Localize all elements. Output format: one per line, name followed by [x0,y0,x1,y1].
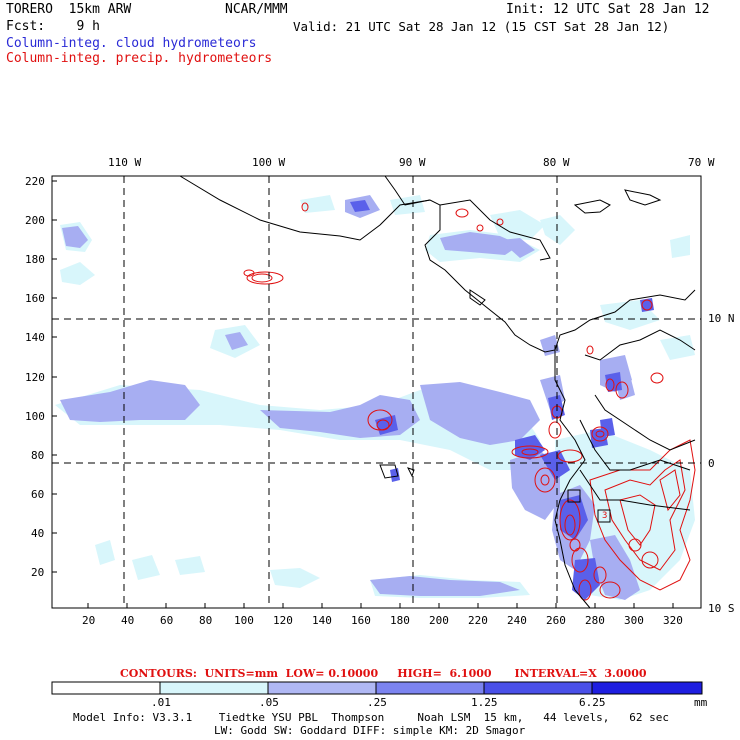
footer-model-info: Model Info: V3.3.1 Tiedtke YSU PBL Thomp… [73,711,670,724]
x-tick-120: 120 [273,614,293,627]
lon-label-90w: 90 W [399,156,426,169]
x-tick-140: 140 [312,614,332,627]
colorbar-label-2: .25 [367,696,387,709]
x-tick-180: 180 [390,614,410,627]
colorbar-label-1: .05 [259,696,279,709]
colorbar-segment-5 [591,681,703,695]
contours-info: CONTOURS: UNITS=mm LOW= 0.10000 HIGH= 6.… [120,667,647,680]
x-tick-280: 280 [585,614,605,627]
y-tick-100: 100 [25,410,45,423]
x-tick-200: 200 [429,614,449,627]
cloud-medium-regions [60,195,640,600]
colorbar [51,681,703,695]
lon-label-100w: 100 W [252,156,286,169]
legend-cloud: Column-integ. cloud hydrometeors [6,36,257,51]
x-tick-320: 320 [663,614,683,627]
y-tick-180: 180 [25,253,45,266]
lat-label-10s: 10 S [708,602,735,615]
grid-lines [52,176,701,608]
coastlines [179,175,696,609]
init-time: Init: 12 UTC Sat 28 Jan 12 [506,2,710,17]
map-frame [51,175,702,609]
footer-physics-info: LW: Godd SW: Goddard DIFF: simple KM: 2D… [214,724,526,737]
colorbar-segment-4 [483,681,593,695]
y-tick-80: 80 [31,449,45,462]
colorbar-label-0: .01 [151,696,171,709]
x-tick-220: 220 [468,614,488,627]
x-tick-80: 80 [199,614,213,627]
model-title: TORERO 15km ARW [6,2,132,17]
x-tick-40: 40 [121,614,135,627]
y-tick-220: 220 [25,175,45,188]
colorbar-label-3: 1.25 [471,696,498,709]
x-tick-240: 240 [507,614,527,627]
x-tick-300: 300 [624,614,644,627]
colorbar-segment-3 [375,681,485,695]
y-tick-160: 160 [25,292,45,305]
precip-contours [243,202,696,601]
lon-label-80w: 80 W [543,156,570,169]
org-label: NCAR/MMM [225,2,288,17]
axis-ticks [52,180,674,608]
colorbar-segment-0 [51,681,161,695]
colorbar-segment-1 [159,681,269,695]
y-tick-140: 140 [25,331,45,344]
y-tick-20: 20 [31,566,45,579]
region-box-label: 3 [602,511,608,521]
valid-time: Valid: 21 UTC Sat 28 Jan 12 (15 CST Sat … [293,19,670,34]
x-tick-260: 260 [546,614,566,627]
colorbar-label-4: 6.25 [579,696,606,709]
y-tick-120: 120 [25,371,45,384]
y-tick-200: 200 [25,214,45,227]
x-tick-160: 160 [351,614,371,627]
forecast-hour: Fcst: 9 h [6,19,100,34]
lon-label-70w: 70 W [688,156,715,169]
colorbar-segment-2 [267,681,377,695]
y-tick-60: 60 [31,488,45,501]
colorbar-units: mm [694,696,708,709]
lat-label-10n: 10 N [708,312,735,325]
lat-label-0: 0 [708,457,715,470]
x-tick-20: 20 [82,614,96,627]
y-tick-40: 40 [31,527,45,540]
legend-precip: Column-integ. precip. hydrometeors [6,51,273,66]
x-tick-100: 100 [234,614,254,627]
lon-label-110w: 110 W [108,156,142,169]
x-tick-60: 60 [160,614,174,627]
